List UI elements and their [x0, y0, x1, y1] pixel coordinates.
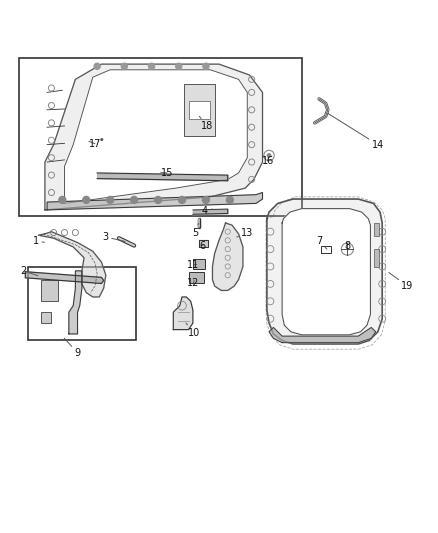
Polygon shape	[64, 70, 247, 204]
Bar	[374, 249, 379, 266]
Text: 7: 7	[316, 236, 327, 249]
Circle shape	[94, 63, 100, 69]
Bar	[19, 58, 302, 216]
Polygon shape	[173, 297, 193, 329]
Text: 16: 16	[261, 156, 274, 166]
Text: 15: 15	[161, 168, 173, 178]
Text: 19: 19	[389, 272, 413, 291]
Polygon shape	[212, 223, 243, 290]
Polygon shape	[269, 327, 376, 343]
Text: 2: 2	[20, 266, 38, 276]
Circle shape	[148, 63, 155, 69]
Circle shape	[83, 197, 90, 204]
Text: 14: 14	[328, 114, 384, 150]
Text: 9: 9	[64, 338, 81, 358]
Polygon shape	[267, 199, 382, 344]
Text: 10: 10	[186, 323, 200, 337]
Bar	[41, 279, 58, 301]
Text: 17: 17	[89, 139, 101, 149]
Bar	[41, 312, 51, 323]
Circle shape	[179, 197, 185, 204]
Circle shape	[203, 63, 209, 69]
Polygon shape	[321, 246, 331, 254]
Bar	[193, 259, 205, 269]
Polygon shape	[45, 64, 262, 210]
Text: 11: 11	[187, 260, 199, 270]
Text: 1: 1	[33, 236, 44, 246]
Circle shape	[121, 63, 127, 69]
Text: 6: 6	[200, 240, 206, 251]
Polygon shape	[47, 192, 262, 210]
Text: 3: 3	[103, 232, 125, 242]
Bar	[188, 272, 204, 283]
Polygon shape	[25, 272, 104, 284]
Polygon shape	[69, 271, 82, 334]
Polygon shape	[39, 232, 106, 297]
Circle shape	[267, 154, 271, 157]
Circle shape	[226, 197, 233, 204]
Text: 8: 8	[344, 240, 350, 251]
Bar	[184, 84, 215, 136]
Polygon shape	[199, 240, 208, 247]
Circle shape	[155, 197, 162, 204]
Text: 13: 13	[237, 228, 254, 238]
Text: 4: 4	[202, 206, 212, 216]
Circle shape	[59, 197, 66, 204]
Text: ●: ●	[100, 138, 103, 142]
Polygon shape	[282, 208, 371, 335]
Text: 12: 12	[187, 278, 200, 288]
Circle shape	[202, 197, 209, 204]
Text: 18: 18	[199, 116, 213, 131]
Circle shape	[131, 197, 138, 204]
Bar	[374, 223, 379, 236]
Bar	[188, 101, 210, 118]
Circle shape	[176, 63, 182, 69]
Bar	[28, 266, 136, 341]
Text: 5: 5	[192, 223, 198, 238]
Circle shape	[107, 197, 114, 204]
